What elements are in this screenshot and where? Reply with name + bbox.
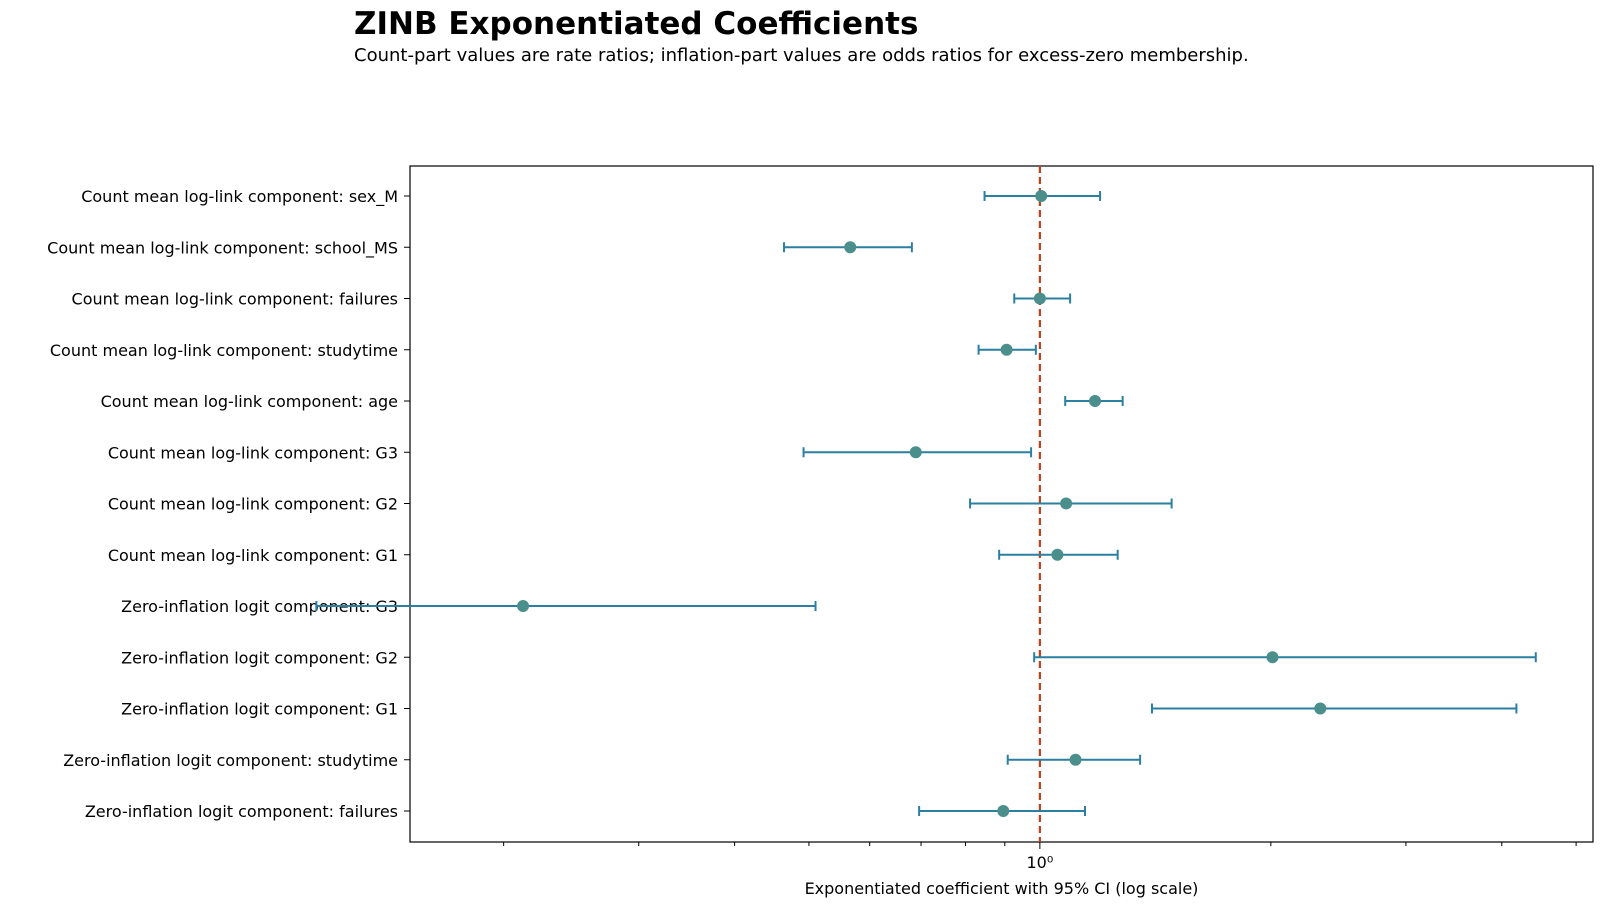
x-tick-label: 10⁰ [1026, 853, 1053, 872]
estimate-point [1060, 497, 1073, 510]
y-tick-label: Zero-inflation logit component: G1 [121, 700, 398, 719]
chart-title: ZINB Exponentiated Coefficients [354, 6, 919, 42]
y-tick-label: Count mean log-link component: G1 [108, 546, 398, 565]
estimate-point [909, 446, 922, 459]
y-tick-label: Count mean log-link component: sex_M [81, 187, 398, 207]
estimate-point [844, 241, 857, 254]
y-tick-label: Count mean log-link component: G3 [108, 443, 398, 462]
estimate-point [517, 600, 530, 612]
estimate-point [1069, 753, 1082, 766]
x-axis-label: Exponentiated coefficient with 95% CI (l… [805, 879, 1199, 898]
y-tick-label: Zero-inflation logit component: G2 [121, 648, 398, 667]
estimate-point [1266, 651, 1279, 664]
estimate-point [1314, 702, 1327, 715]
y-tick-label: Count mean log-link component: age [101, 392, 398, 411]
y-tick-label: Count mean log-link component: school_MS [47, 238, 398, 258]
y-tick-label: Zero-inflation logit component: studytim… [63, 751, 398, 770]
estimate-point [1035, 190, 1048, 202]
estimate-point [997, 805, 1010, 817]
estimate-point [1051, 548, 1064, 561]
estimate-point [1089, 395, 1102, 407]
chart-subtitle: Count-part values are rate ratios; infla… [354, 45, 1249, 66]
y-tick-label: Zero-inflation logit component: failures [85, 802, 398, 821]
y-tick-label: Count mean log-link component: studytime [50, 341, 398, 360]
estimate-point [1033, 292, 1046, 305]
y-tick-label: Count mean log-link component: failures [72, 290, 398, 309]
y-tick-label: Count mean log-link component: G2 [108, 495, 398, 514]
estimate-point [1000, 343, 1013, 356]
y-tick-label: Zero-inflation logit component: G3 [121, 597, 398, 616]
